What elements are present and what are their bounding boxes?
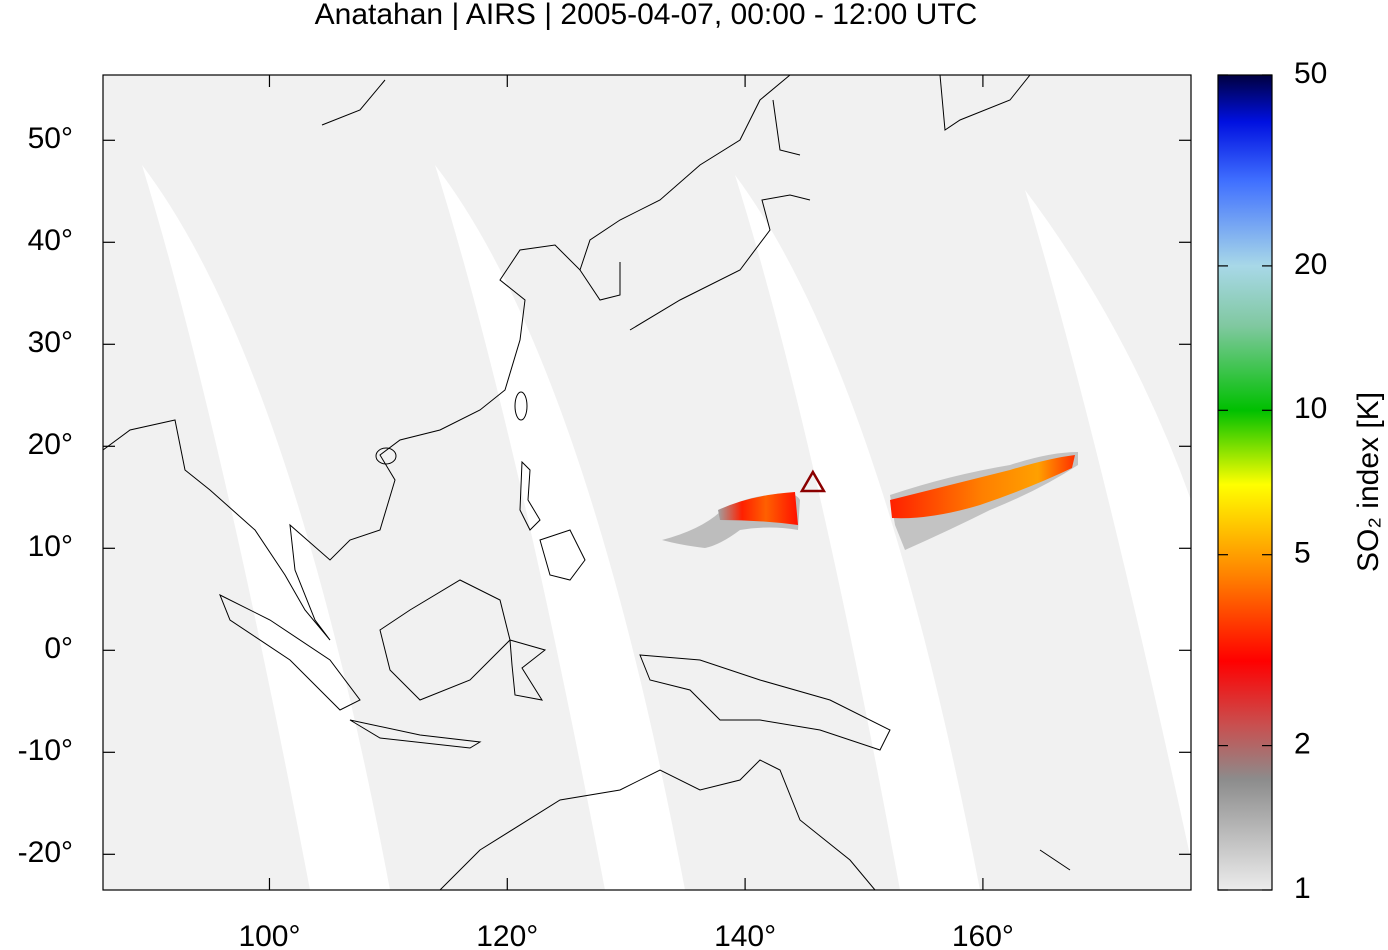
x-tick-label: 100°: [238, 920, 300, 950]
colorbar-label: SO₂ index [K]: [1352, 392, 1385, 572]
colorbar-tick-label: 2: [1294, 728, 1311, 761]
y-tick-label: 40°: [28, 224, 73, 257]
chart-title: Anatahan | AIRS | 2005-04-07, 00:00 - 12…: [315, 0, 978, 31]
colorbar: [1217, 74, 1273, 891]
y-tick-label: 10°: [28, 530, 73, 563]
colorbar-tick-label: 5: [1294, 537, 1311, 570]
map-area: [103, 75, 1191, 890]
y-tick-label: 0°: [44, 632, 73, 665]
so2-plume: [662, 452, 1078, 550]
x-tick-label: 160°: [952, 920, 1014, 950]
colorbar-tick-label: 1: [1294, 872, 1311, 905]
y-tick-label: -20°: [18, 836, 73, 869]
colorbar-tick-label: 50: [1294, 57, 1327, 90]
colorbar-tick-label: 20: [1294, 248, 1327, 281]
x-tick-label: 140°: [714, 920, 776, 950]
swath-gaps: [142, 165, 1191, 890]
y-tick-label: 30°: [28, 326, 73, 359]
y-tick-label: 20°: [28, 428, 73, 461]
y-tick-label: 50°: [28, 122, 73, 155]
plot-frame: [102, 74, 1192, 891]
y-tick-label: -10°: [18, 734, 73, 767]
x-tick-label: 120°: [476, 920, 538, 950]
axes: 100° 120° 140° 160° -20° -10° 0° 10° 20° 30° 40° 50…: [18, 75, 1191, 950]
coastlines: [103, 75, 1071, 890]
volcano-marker: [799, 469, 827, 493]
colorbar-tick-label: 10: [1294, 392, 1327, 425]
